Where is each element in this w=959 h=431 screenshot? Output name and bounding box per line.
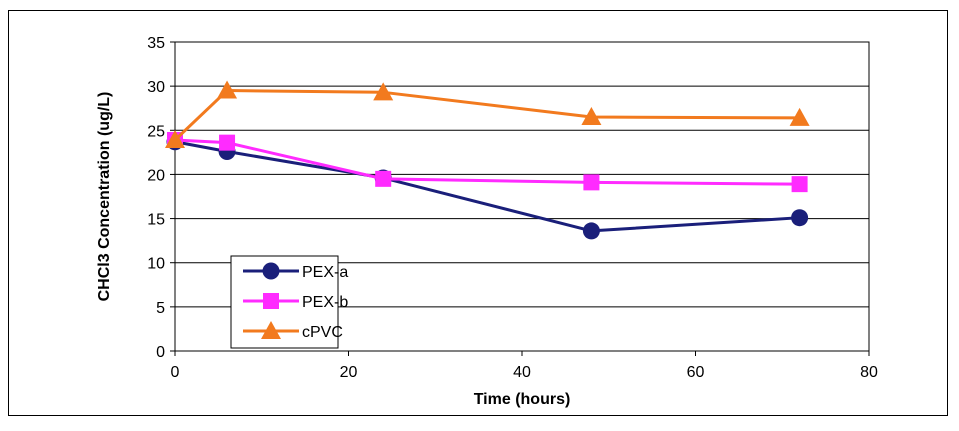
- y-tick-label: 10: [147, 256, 165, 273]
- series-pex-a: [166, 133, 809, 240]
- y-tick-label: 5: [156, 300, 165, 317]
- x-tick-label: 0: [171, 364, 180, 381]
- legend-item: cPVC: [243, 321, 343, 341]
- chart-frame: 0 5 10 15 20 25 30 35 0 20 40 60 80 Time (hours) CHC…: [8, 10, 948, 416]
- legend-label: PEX-b: [302, 294, 348, 311]
- data-point: [219, 134, 236, 151]
- series-pex-b: [167, 131, 808, 193]
- series-line: [174, 140, 800, 233]
- legend-marker: [261, 321, 281, 339]
- legend-label: PEX-a: [302, 264, 348, 281]
- data-point: [583, 174, 600, 191]
- y-tick-label: 20: [147, 167, 165, 184]
- x-tick-label: 80: [860, 364, 878, 381]
- y-tick-label: 35: [147, 35, 165, 52]
- axis-ticks: 0 5 10 15 20 25 30 35 0 20 40 60 80: [147, 35, 878, 381]
- y-tick-label: 25: [147, 123, 165, 140]
- legend-item: PEX-a: [243, 262, 348, 281]
- y-tick-label: 15: [147, 212, 165, 229]
- data-point: [217, 80, 238, 99]
- legend-item: PEX-b: [243, 293, 348, 311]
- data-point: [789, 107, 810, 126]
- legend-marker: [263, 293, 279, 309]
- data-point: [375, 170, 392, 187]
- series-line: [173, 89, 800, 142]
- data-point: [581, 107, 602, 126]
- data-point: [582, 222, 600, 240]
- y-tick-label: 30: [147, 79, 165, 96]
- legend: PEX-a PEX-b cPVC: [230, 255, 348, 349]
- x-tick-label: 40: [513, 364, 531, 381]
- series-line: [174, 138, 800, 186]
- series-cpvc: [165, 80, 810, 148]
- series-layer: [165, 80, 810, 240]
- legend-label: cPVC: [302, 324, 343, 341]
- data-point: [373, 82, 394, 101]
- legend-marker: [262, 262, 280, 280]
- chart-svg: 0 5 10 15 20 25 30 35 0 20 40 60 80 Time (hours) CHC…: [96, 35, 878, 408]
- x-tick-label: 20: [340, 364, 358, 381]
- y-axis-title: CHCl3 Concentration (ug/L): [96, 92, 113, 302]
- y-tick-label: 0: [156, 344, 165, 361]
- x-axis-title: Time (hours): [474, 391, 571, 408]
- data-point: [165, 129, 185, 148]
- data-point: [791, 176, 808, 193]
- data-point: [791, 209, 809, 227]
- x-tick-label: 60: [687, 364, 705, 381]
